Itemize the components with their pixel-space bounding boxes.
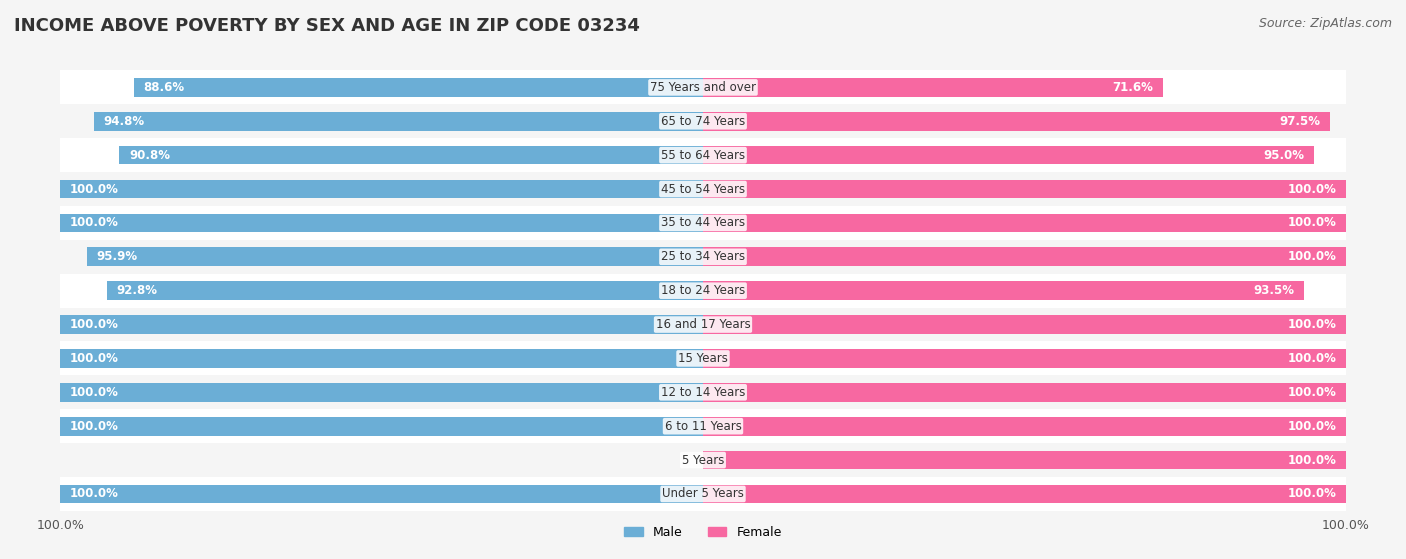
Bar	[703, 451, 1346, 470]
Text: 55 to 64 Years: 55 to 64 Years	[661, 149, 745, 162]
Text: 88.6%: 88.6%	[143, 81, 184, 94]
Text: 100.0%: 100.0%	[70, 386, 118, 399]
Bar	[60, 485, 703, 503]
Text: 71.6%: 71.6%	[1112, 81, 1153, 94]
Text: 100.0%: 100.0%	[1288, 318, 1336, 331]
Bar	[94, 112, 703, 131]
Text: 100.0%: 100.0%	[1288, 420, 1336, 433]
Text: 45 to 54 Years: 45 to 54 Years	[661, 183, 745, 196]
Text: 100.0%: 100.0%	[1288, 216, 1336, 229]
Text: 100.0%: 100.0%	[70, 183, 118, 196]
Bar	[703, 485, 1346, 503]
Legend: Male, Female: Male, Female	[619, 521, 787, 544]
Bar	[60, 180, 703, 198]
Bar	[60, 206, 1346, 240]
Bar	[60, 240, 1346, 274]
Text: 65 to 74 Years: 65 to 74 Years	[661, 115, 745, 128]
Bar	[60, 383, 703, 401]
Text: 75 Years and over: 75 Years and over	[650, 81, 756, 94]
Text: 100.0%: 100.0%	[70, 420, 118, 433]
Bar	[703, 248, 1346, 266]
Bar	[60, 417, 703, 435]
Bar	[703, 214, 1346, 232]
Text: 100.0%: 100.0%	[70, 487, 118, 500]
Bar	[60, 376, 1346, 409]
Text: 35 to 44 Years: 35 to 44 Years	[661, 216, 745, 229]
Text: 18 to 24 Years: 18 to 24 Years	[661, 284, 745, 297]
Bar	[60, 214, 703, 232]
Bar	[703, 180, 1346, 198]
Text: 5 Years: 5 Years	[682, 453, 724, 467]
Bar	[60, 349, 703, 368]
Bar	[60, 477, 1346, 511]
Text: 93.5%: 93.5%	[1253, 284, 1295, 297]
Text: 100.0%: 100.0%	[1288, 453, 1336, 467]
Bar	[60, 274, 1346, 307]
Bar	[703, 315, 1346, 334]
Bar	[107, 281, 703, 300]
Text: 94.8%: 94.8%	[103, 115, 145, 128]
Text: 100.0%: 100.0%	[1288, 183, 1336, 196]
Bar	[60, 307, 1346, 342]
Bar	[703, 417, 1346, 435]
Text: 100.0%: 100.0%	[1288, 352, 1336, 365]
Bar	[703, 349, 1346, 368]
Bar	[134, 78, 703, 97]
Text: 100.0%: 100.0%	[1288, 250, 1336, 263]
Bar	[703, 281, 1303, 300]
Bar	[120, 146, 703, 164]
Bar	[60, 443, 1346, 477]
Text: 97.5%: 97.5%	[1279, 115, 1320, 128]
Bar	[60, 172, 1346, 206]
Text: 16 and 17 Years: 16 and 17 Years	[655, 318, 751, 331]
Text: Source: ZipAtlas.com: Source: ZipAtlas.com	[1258, 17, 1392, 30]
Text: 95.9%: 95.9%	[96, 250, 138, 263]
Text: 100.0%: 100.0%	[70, 318, 118, 331]
Bar	[60, 315, 703, 334]
Bar	[60, 70, 1346, 105]
Bar	[60, 342, 1346, 376]
Bar	[87, 248, 703, 266]
Text: INCOME ABOVE POVERTY BY SEX AND AGE IN ZIP CODE 03234: INCOME ABOVE POVERTY BY SEX AND AGE IN Z…	[14, 17, 640, 35]
Text: 100.0%: 100.0%	[1288, 487, 1336, 500]
Bar	[703, 383, 1346, 401]
Bar	[60, 138, 1346, 172]
Bar	[60, 409, 1346, 443]
Text: Under 5 Years: Under 5 Years	[662, 487, 744, 500]
Bar	[60, 105, 1346, 138]
Text: 12 to 14 Years: 12 to 14 Years	[661, 386, 745, 399]
Text: 25 to 34 Years: 25 to 34 Years	[661, 250, 745, 263]
Text: 100.0%: 100.0%	[70, 216, 118, 229]
Bar	[703, 112, 1330, 131]
Bar	[703, 78, 1163, 97]
Text: 92.8%: 92.8%	[117, 284, 157, 297]
Text: 6 to 11 Years: 6 to 11 Years	[665, 420, 741, 433]
Text: 90.8%: 90.8%	[129, 149, 170, 162]
Bar	[703, 146, 1313, 164]
Text: 15 Years: 15 Years	[678, 352, 728, 365]
Text: 100.0%: 100.0%	[70, 352, 118, 365]
Text: 95.0%: 95.0%	[1263, 149, 1303, 162]
Text: 100.0%: 100.0%	[1288, 386, 1336, 399]
